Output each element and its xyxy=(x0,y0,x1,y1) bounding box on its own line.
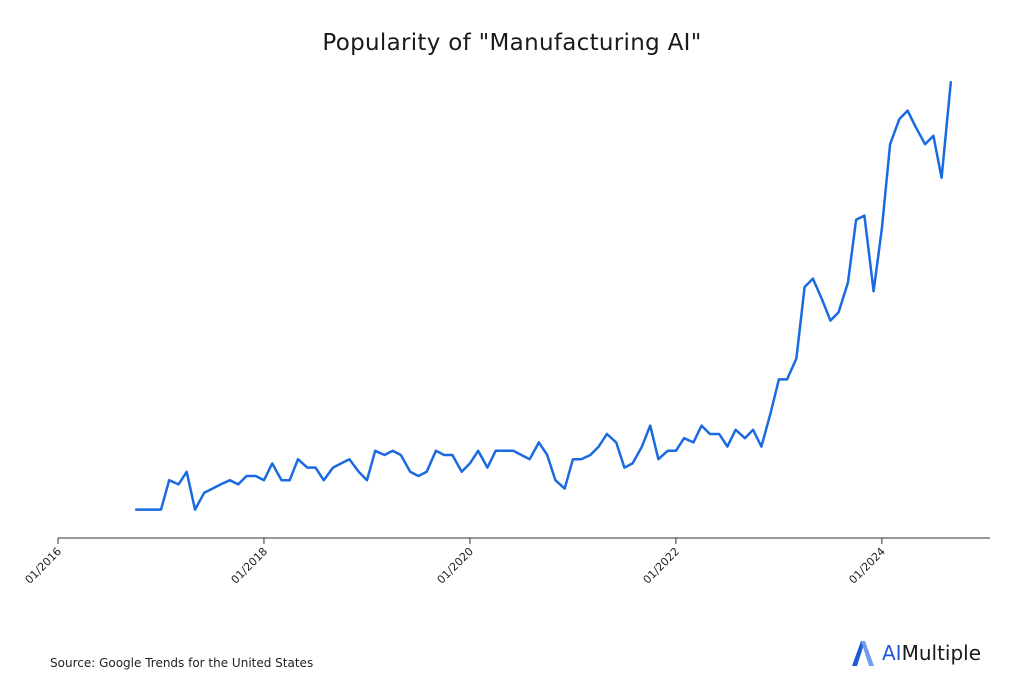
x-tick-label: 01/2020 xyxy=(435,545,477,587)
source-note: Source: Google Trends for the United Sta… xyxy=(50,656,314,670)
x-tick-label: 01/2018 xyxy=(229,545,271,587)
aimultiple-logo-icon xyxy=(852,641,874,666)
x-tick-label: 01/2024 xyxy=(846,545,888,587)
series-line xyxy=(135,81,953,511)
line-chart: 01/2016 01/2018 01/2020 01/2022 01/2024 xyxy=(23,81,990,587)
x-tick-label: 01/2022 xyxy=(641,545,683,587)
brand-name: AIMultiple xyxy=(882,641,982,665)
chart-title: Popularity of "Manufacturing AI" xyxy=(322,30,702,56)
brand-logo: AIMultiple xyxy=(850,638,981,668)
x-tick-label: 01/2016 xyxy=(23,545,65,587)
